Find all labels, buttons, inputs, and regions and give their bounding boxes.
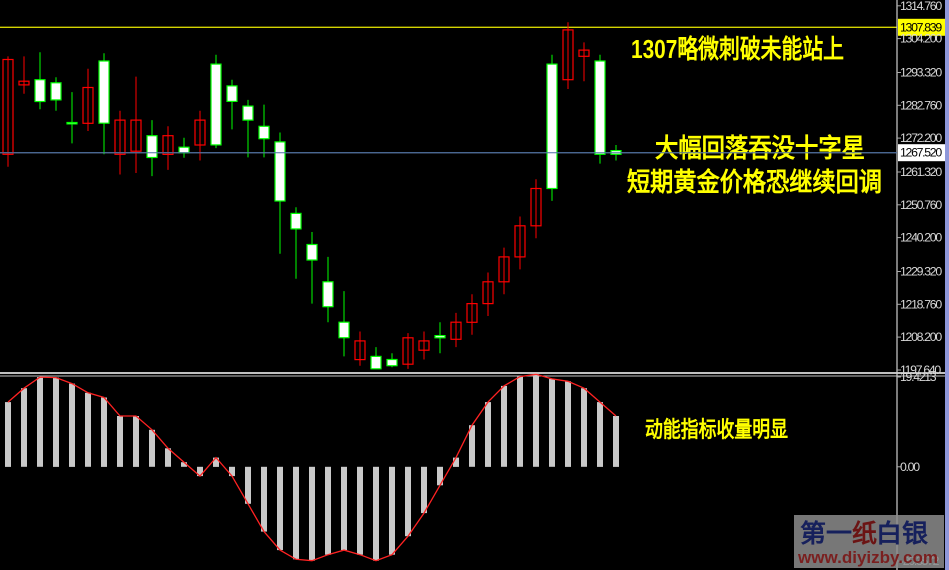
svg-text:1218.760: 1218.760 [900,297,942,311]
svg-text:第一: 第一 [800,519,852,548]
svg-text:19.4213: 19.4213 [900,370,937,384]
svg-text:1240.200: 1240.200 [900,231,942,245]
svg-text:1229.320: 1229.320 [900,265,942,279]
svg-text:1314.760: 1314.760 [900,0,942,13]
svg-text:1208.200: 1208.200 [900,330,942,344]
svg-text:1272.200: 1272.200 [900,131,942,145]
svg-text:大幅回落吞没十字星: 大幅回落吞没十字星 [655,133,865,163]
svg-text:1307略微刺破未能站上: 1307略微刺破未能站上 [631,34,844,64]
svg-text:1250.760: 1250.760 [900,198,942,212]
svg-text:1267.520: 1267.520 [900,146,942,160]
svg-text:1293.320: 1293.320 [900,66,942,80]
svg-text:白银: 白银 [876,519,929,548]
svg-text:www.diyizby.com: www.diyizby.com [797,548,938,567]
svg-text:1304.200: 1304.200 [900,32,942,46]
svg-text:1282.760: 1282.760 [900,98,942,112]
svg-text:1261.320: 1261.320 [900,165,942,179]
svg-text:纸: 纸 [852,519,877,548]
svg-text:动能指标收量明显: 动能指标收量明显 [645,417,788,442]
svg-text:0.00: 0.00 [900,460,920,474]
svg-text:短期黄金价格恐继续回调: 短期黄金价格恐继续回调 [627,167,882,197]
